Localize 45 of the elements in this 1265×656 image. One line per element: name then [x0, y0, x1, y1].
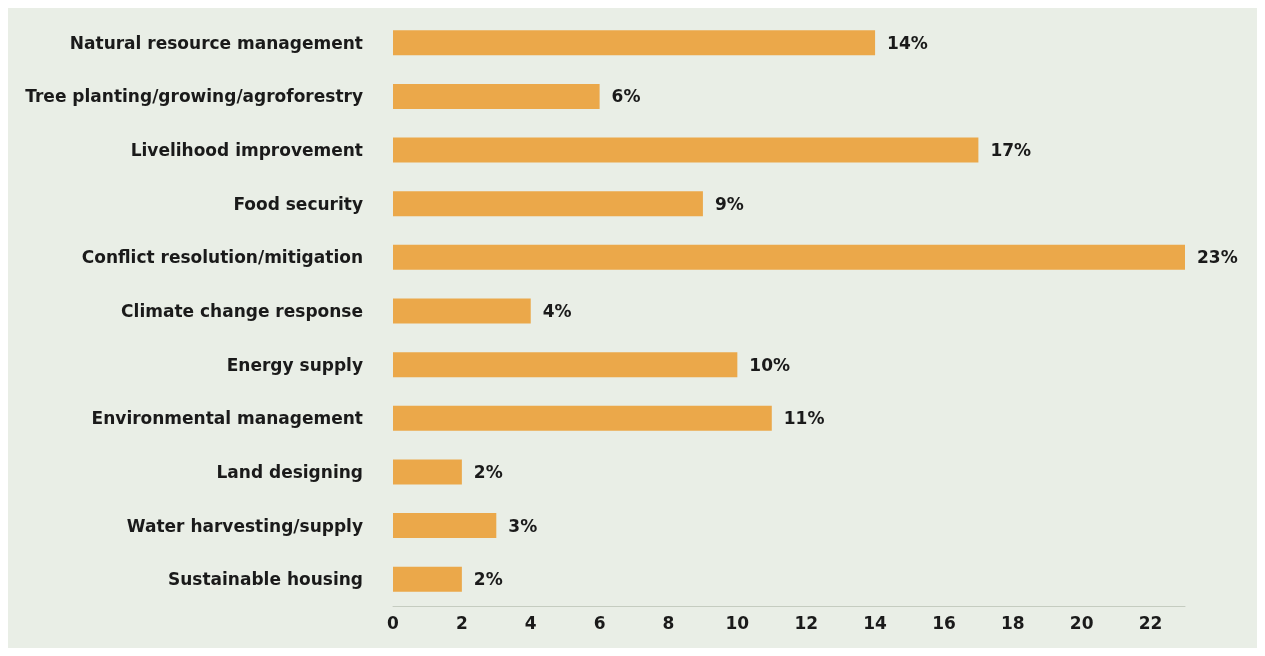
y-tick-label: Environmental management	[91, 408, 363, 429]
data-label: 3%	[508, 515, 538, 536]
x-tick-label: 6	[593, 612, 606, 633]
data-label: 23%	[1197, 247, 1238, 268]
y-tick-label: Livelihood improvement	[130, 140, 363, 161]
x-tick-label: 14	[863, 612, 888, 633]
x-tick-label: 0	[387, 612, 400, 633]
data-label: 17%	[990, 140, 1032, 161]
x-tick-label: 22	[1138, 612, 1163, 633]
data-label: 2%	[473, 569, 503, 590]
x-tick-label: 4	[524, 612, 537, 633]
data-label: 6%	[611, 86, 641, 107]
x-tick-label: 20	[1069, 612, 1094, 633]
bar	[393, 137, 979, 163]
x-tick-label: 12	[794, 612, 819, 633]
x-tick-label: 10	[725, 612, 750, 633]
bar	[393, 30, 876, 56]
x-tick-label: 8	[662, 612, 675, 633]
y-tick-label: Energy supply	[226, 354, 363, 375]
data-label: 9%	[714, 193, 744, 214]
data-label: 2%	[473, 461, 503, 482]
bar	[393, 459, 462, 485]
y-tick-label: Tree planting/growing/agroforestry	[25, 86, 363, 107]
x-tick-label: 2	[455, 612, 468, 633]
y-tick-label: Conflict resolution/mitigation	[81, 247, 363, 268]
data-label: 10%	[749, 354, 791, 375]
data-label: 11%	[783, 408, 825, 429]
data-label: 4%	[542, 301, 572, 321]
y-tick-label: Natural resource management	[69, 32, 363, 53]
bar	[393, 244, 1185, 270]
y-tick-label: Sustainable housing	[167, 569, 363, 590]
y-tick-label: Water harvesting/supply	[126, 515, 363, 536]
bar	[393, 352, 738, 378]
bar	[393, 405, 772, 431]
bar	[393, 566, 462, 592]
y-tick-label: Land designing	[216, 461, 363, 482]
y-tick-label: Food security	[233, 193, 363, 214]
bar	[393, 513, 497, 539]
x-tick-label: 16	[932, 612, 956, 633]
data-label: 14%	[887, 32, 928, 53]
x-tick-label: 18	[1000, 612, 1025, 633]
bar	[393, 191, 703, 217]
y-tick-label: Climate change response	[121, 301, 363, 321]
bar	[393, 83, 600, 109]
bar	[393, 298, 531, 324]
